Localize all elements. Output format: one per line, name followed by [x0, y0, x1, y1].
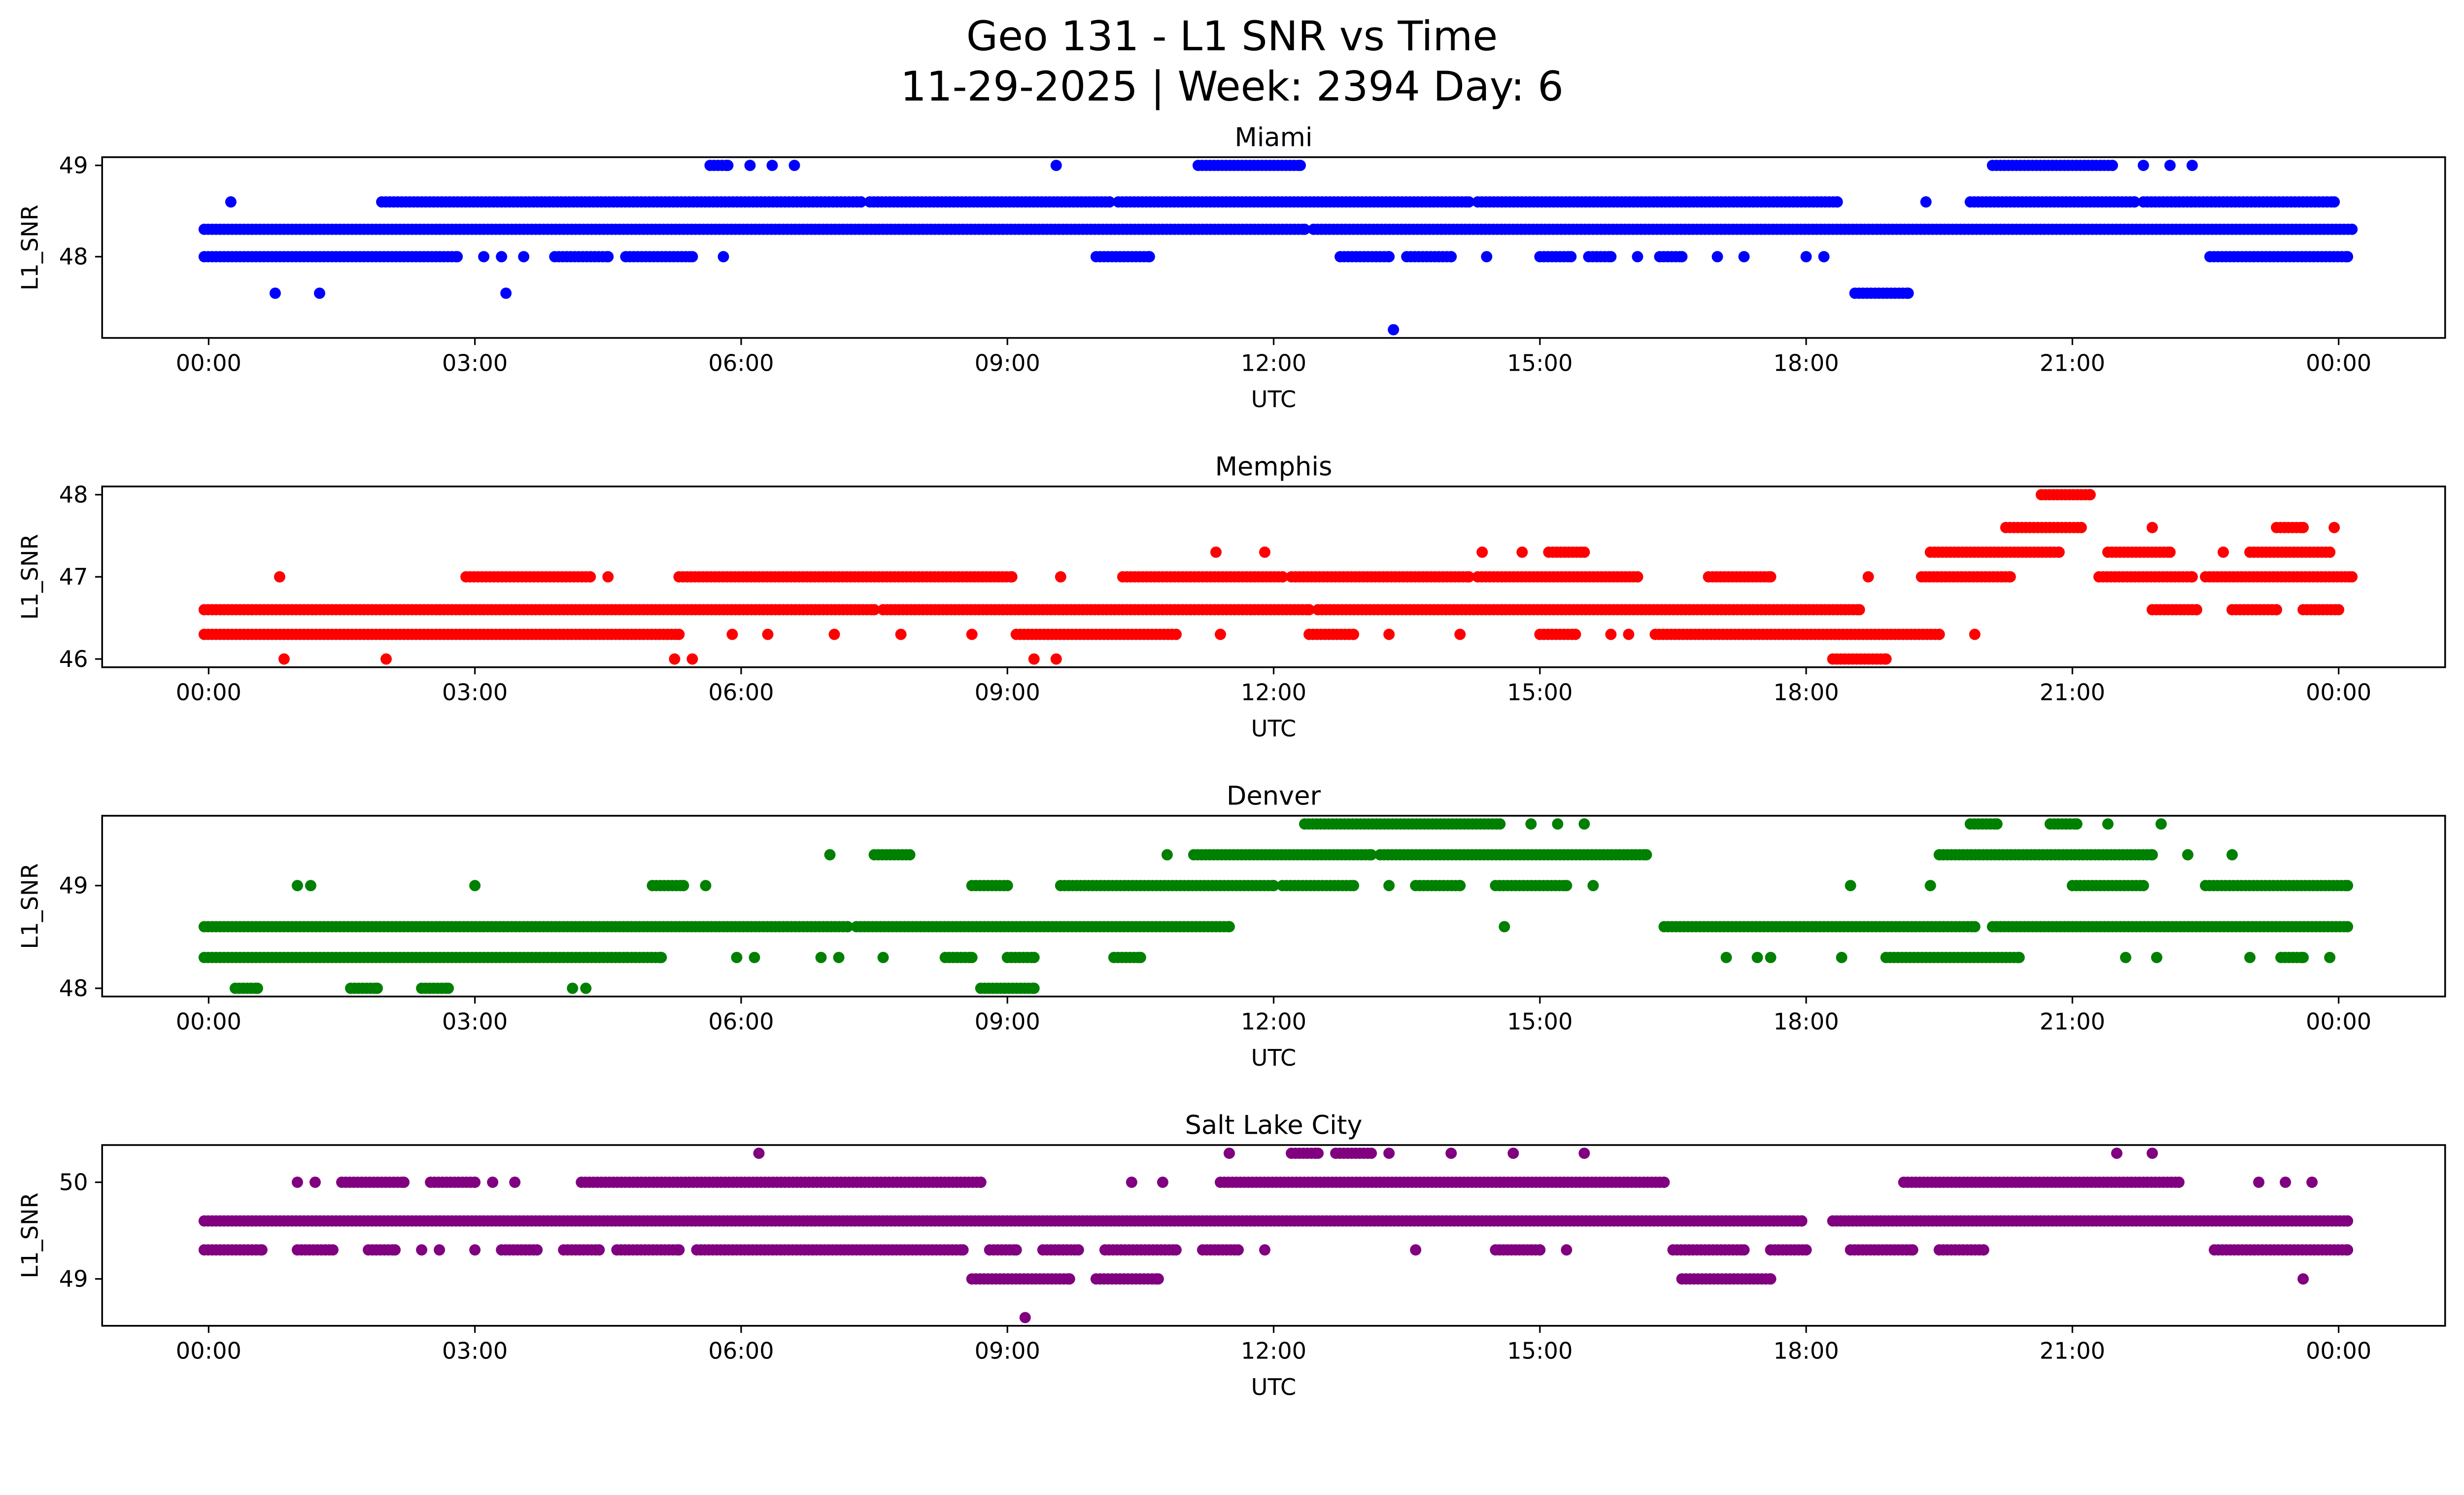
- y-tick-label: 46: [59, 646, 88, 672]
- x-tick-label: 03:00: [442, 1338, 508, 1364]
- x-tick-label: 06:00: [708, 679, 774, 706]
- y-axis-label: L1_SNR: [17, 205, 43, 290]
- x-tick-label: 03:00: [442, 1008, 508, 1035]
- x-tick-label: 18:00: [1773, 1008, 1839, 1035]
- x-tick-label: 00:00: [176, 1008, 241, 1035]
- x-tick-label: 03:00: [442, 350, 508, 377]
- figure-subtitle: 11-29-2025 | Week: 2394 Day: 6: [900, 63, 1564, 110]
- x-tick-label: 12:00: [1241, 679, 1306, 706]
- subplot-title-memphis: Memphis: [1215, 452, 1333, 482]
- subplot-memphis: Memphis 00:00 03:00 06:00 09:00 12:00 15:00 18:…: [17, 452, 2446, 742]
- y-tick-label: 48: [59, 482, 88, 508]
- x-tick-label: 09:00: [975, 1338, 1040, 1364]
- axes-frame: [101, 1144, 2446, 1327]
- x-tick-label: 21:00: [2040, 1008, 2105, 1035]
- x-tick-label: 00:00: [176, 679, 241, 706]
- x-tick-label: 00:00: [2306, 679, 2371, 706]
- x-tick-label: 00:00: [2306, 1008, 2371, 1035]
- x-tick-label: 03:00: [442, 679, 508, 706]
- axes-frame: [101, 815, 2446, 998]
- x-tick-label: 12:00: [1241, 1338, 1306, 1364]
- y-axis-label: L1_SNR: [17, 1192, 43, 1278]
- subplot-title-miami: Miami: [1234, 123, 1312, 153]
- x-tick-label: 12:00: [1241, 1008, 1306, 1035]
- x-tick-label: 09:00: [975, 350, 1040, 377]
- subplot-salt-lake-city: Salt Lake City 00:00 03:00 06:00 09:00 12:00 1…: [17, 1111, 2446, 1400]
- subplots-group: Miami 00:00 03:00 06:00 09:00 12:00 15:00 18:00…: [17, 123, 2446, 1400]
- x-axis-label: UTC: [1251, 1044, 1297, 1071]
- x-tick-label: 21:00: [2040, 350, 2105, 377]
- scatter-series-denver: [198, 818, 2354, 994]
- x-tick-label: 15:00: [1507, 350, 1573, 377]
- scatter-series-salt-lake-city: [198, 1147, 2354, 1323]
- x-tick-label: 12:00: [1241, 350, 1306, 377]
- y-tick-label: 48: [59, 975, 88, 1002]
- snr-figure: Geo 131 - L1 SNR vs Time 11-29-2025 | We…: [0, 0, 2464, 1430]
- subplot-miami: Miami 00:00 03:00 06:00 09:00 12:00 15:00 18:00…: [17, 123, 2446, 413]
- figure-container: Geo 131 - L1 SNR vs Time 11-29-2025 | We…: [0, 0, 2464, 1430]
- x-tick-label: 00:00: [2306, 1338, 2371, 1364]
- x-tick-label: 15:00: [1507, 1008, 1573, 1035]
- y-tick-label: 49: [59, 872, 88, 899]
- x-tick-label: 00:00: [2306, 350, 2371, 377]
- x-tick-label: 21:00: [2040, 1338, 2105, 1364]
- x-tick-label: 18:00: [1773, 1338, 1839, 1364]
- subplot-title-denver: Denver: [1227, 781, 1321, 811]
- subplot-title-salt-lake-city: Salt Lake City: [1185, 1111, 1363, 1141]
- scatter-series-memphis: [198, 489, 2358, 665]
- x-tick-label: 06:00: [708, 1008, 774, 1035]
- x-axis-label: UTC: [1251, 386, 1297, 413]
- x-axis-label: UTC: [1251, 1374, 1297, 1400]
- axes-frame: [101, 156, 2446, 339]
- x-tick-label: 18:00: [1773, 679, 1839, 706]
- y-tick-label: 49: [59, 1266, 88, 1292]
- y-tick-label: 50: [59, 1169, 88, 1195]
- x-tick-label: 00:00: [176, 1338, 241, 1364]
- y-axis-label: L1_SNR: [17, 534, 43, 620]
- x-tick-label: 06:00: [708, 350, 774, 377]
- x-tick-label: 09:00: [975, 1008, 1040, 1035]
- x-tick-label: 06:00: [708, 1338, 774, 1364]
- scatter-series-miami: [198, 160, 2358, 336]
- y-tick-label: 49: [59, 152, 88, 178]
- x-tick-label: 15:00: [1507, 1338, 1573, 1364]
- figure-title: Geo 131 - L1 SNR vs Time: [966, 12, 1498, 60]
- axes-frame: [101, 486, 2446, 668]
- subplot-denver: Denver 00:00 03:00 06:00 09:00 12:00 15:00 18:0…: [17, 781, 2446, 1071]
- x-tick-label: 00:00: [176, 350, 241, 377]
- x-tick-label: 15:00: [1507, 679, 1573, 706]
- y-tick-label: 48: [59, 243, 88, 270]
- x-tick-label: 21:00: [2040, 679, 2105, 706]
- x-axis-label: UTC: [1251, 715, 1297, 742]
- y-tick-label: 47: [59, 563, 88, 590]
- y-axis-label: L1_SNR: [17, 863, 43, 949]
- figure-background: [0, 0, 2464, 1430]
- x-tick-label: 09:00: [975, 679, 1040, 706]
- x-tick-label: 18:00: [1773, 350, 1839, 377]
